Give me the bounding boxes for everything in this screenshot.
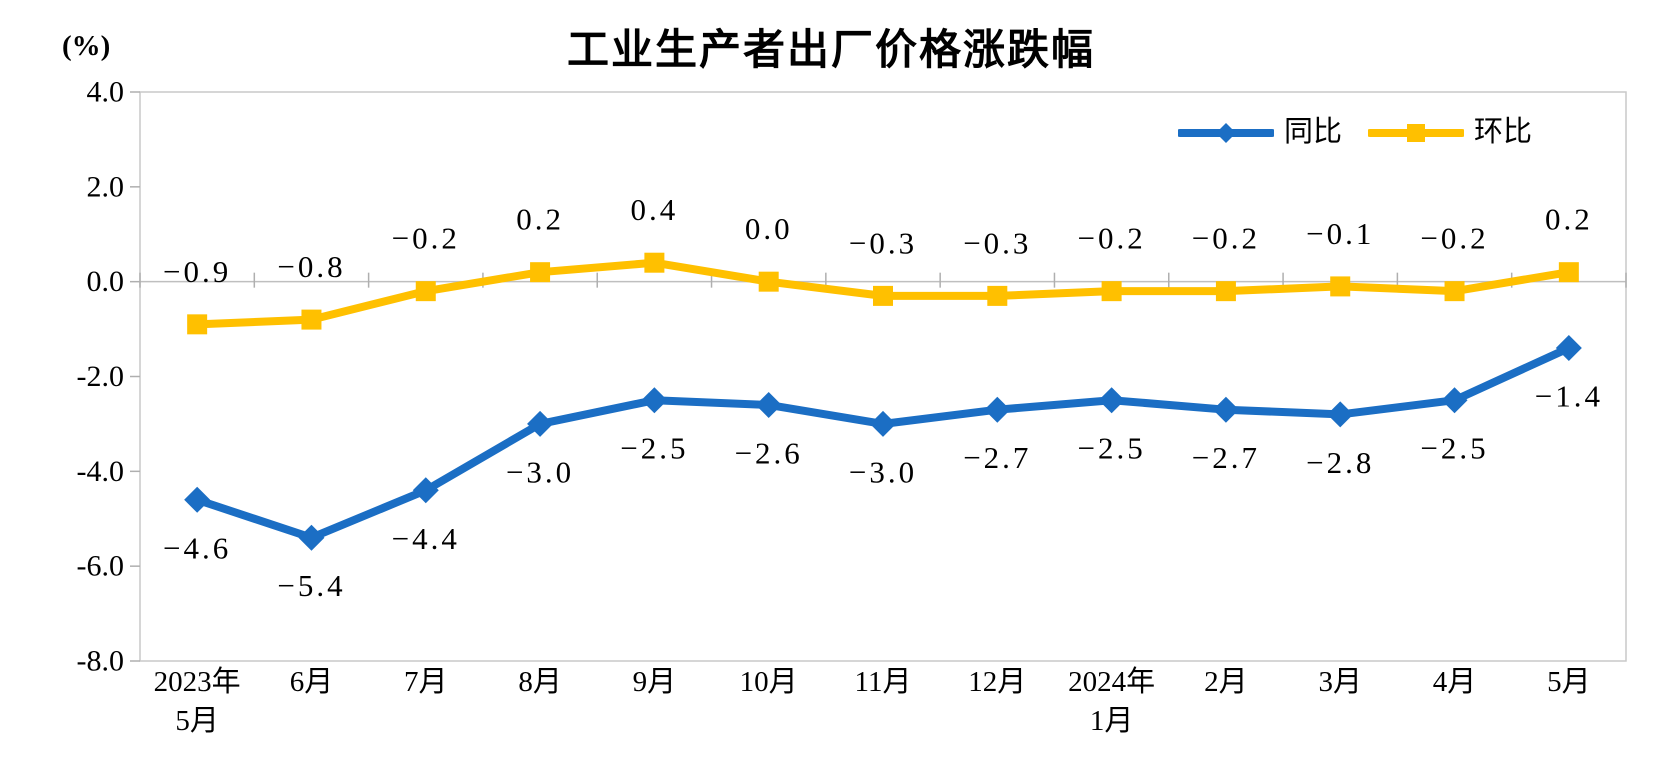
yoy-data-label: −2.8 [1306,445,1374,480]
yoy-marker [298,524,325,551]
yoy-line-swatch [1178,122,1274,143]
x-tick-label: 6月 [290,666,334,698]
x-tick-label: 5月 [1547,666,1591,698]
yoy-data-label: −2.6 [735,435,803,470]
legend-label-yoy: 同比 [1284,116,1343,148]
legend-item-mom: 环比 [1368,118,1532,147]
plot-border [139,91,1627,662]
yoy-data-label: −2.5 [1420,431,1488,466]
yoy-marker [1327,401,1354,428]
mom-marker [1101,281,1122,302]
mom-data-label: −0.2 [1077,221,1145,256]
x-tick-label: 11月 [855,666,912,698]
mom-data-label: −0.2 [1420,221,1488,256]
yoy-marker [984,396,1011,423]
mom-marker [301,309,322,330]
yoy-marker [184,486,211,513]
y-tick-label: -6.0 [77,550,125,583]
mom-data-label: 0.2 [1545,202,1593,237]
legend: 同比 环比 [1178,118,1532,147]
legend-item-yoy: 同比 [1178,118,1342,147]
mom-data-label: −0.8 [277,249,345,284]
chart-title: 工业生产者出厂价格涨跌幅 [566,26,1095,73]
y-tick-label: -4.0 [77,455,125,488]
x-tick-label: 8月 [518,666,562,698]
yoy-marker [641,387,668,414]
yoy-data-label: −3.0 [849,454,917,489]
x-tick-label: 2023年 [154,665,241,698]
x-tick-label: 2月 [1204,666,1248,698]
mom-marker [187,314,208,335]
y-axis-unit-label: (%) [62,30,111,62]
yoy-data-label: −2.7 [1192,440,1260,475]
yoy-data-label: −2.5 [620,431,688,466]
yoy-marker [1098,387,1125,414]
yoy-marker [412,477,439,504]
x-tick-label: 4月 [1433,666,1477,698]
x-tick-label: 2024年 [1068,665,1155,698]
mom-marker [1215,281,1236,302]
x-tick-sublabel: 5月 [175,705,219,737]
mom-data-label: 0.2 [516,202,564,237]
mom-data-label: −0.3 [849,225,917,260]
yoy-data-label: −1.4 [1535,379,1603,414]
yoy-data-label: −4.6 [163,530,231,565]
mom-marker [415,281,436,302]
yoy-data-label: −4.4 [392,521,460,556]
x-tick-label: 9月 [633,666,677,698]
yoy-marker [527,410,554,437]
yoy-data-label: −2.7 [963,440,1031,475]
y-tick-label: 2.0 [87,170,125,203]
legend-label-mom: 环比 [1474,116,1533,148]
x-tick-label: 3月 [1318,666,1362,698]
x-tick-label: 7月 [404,666,448,698]
x-tick-label: 12月 [968,666,1026,698]
mom-line-swatch [1368,123,1465,142]
yoy-marker [1441,387,1468,414]
yoy-data-label: −3.0 [506,454,574,489]
mom-data-label: −0.3 [963,225,1031,260]
yoy-marker [870,410,896,437]
mom-data-label: 0.0 [745,211,793,246]
mom-marker [873,285,893,306]
x-tick-label: 10月 [740,666,798,698]
y-tick-label: 0.0 [87,265,125,298]
mom-data-label: −0.2 [392,221,460,256]
mom-data-label: 0.4 [631,192,679,227]
mom-data-label: −0.2 [1192,221,1260,256]
y-tick-label: 4.0 [87,76,125,109]
mom-marker [758,271,779,292]
mom-data-label: −0.1 [1306,216,1374,251]
yoy-data-label: −5.4 [277,568,345,603]
yoy-line [193,344,1573,542]
mom-marker [1444,281,1465,302]
mom-marker [644,252,665,273]
yoy-marker [1555,335,1582,362]
y-tick-label: -2.0 [77,360,125,393]
yoy-data-label: −2.5 [1077,431,1145,466]
yoy-marker [1212,396,1239,423]
mom-data-label: −0.9 [163,254,231,289]
yoy-marker [755,391,782,418]
mom-marker [1558,262,1579,283]
mom-marker [1330,276,1351,297]
mom-marker [987,285,1008,306]
mom-marker [530,262,551,283]
x-tick-sublabel: 1月 [1090,705,1134,737]
y-tick-label: -8.0 [77,645,125,678]
